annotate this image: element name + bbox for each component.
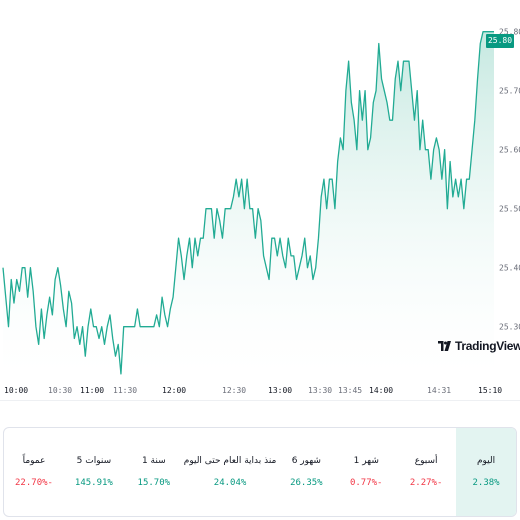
- period-label: 1 شهر: [353, 456, 379, 466]
- x-tick-label: 12:30: [222, 386, 246, 395]
- x-tick-label: 10:00: [4, 386, 28, 395]
- period-label: عموماً: [22, 456, 46, 466]
- price-series-line: [2, 31, 494, 375]
- price-area-fill: [3, 31, 494, 374]
- y-tick-label: 25.60: [499, 146, 520, 155]
- divider: [0, 400, 520, 401]
- period-label: اليوم: [476, 456, 496, 466]
- performance-periods: اليوم 2.38% أسبوع 2.27%- 1 شهر 0.77%- 6 شهور 26…: [3, 427, 517, 517]
- period-tab[interactable]: 1 شهر 0.77%-: [336, 428, 396, 516]
- period-tab[interactable]: عموماً 22.70%-: [4, 428, 64, 516]
- period-label: منذ بداية العام حتى اليوم: [183, 456, 277, 466]
- x-tick-label: 12:00: [162, 386, 186, 395]
- x-tick-label: 14:31: [427, 386, 451, 395]
- period-change-value: 26.35%: [290, 478, 323, 488]
- x-tick-label: 10:30: [48, 386, 72, 395]
- period-change-value: 22.70%-: [15, 478, 53, 488]
- last-price-label: 25.80: [486, 34, 514, 48]
- tradingview-logo[interactable]: TradingView: [438, 336, 520, 356]
- period-change-value: 0.77%-: [349, 478, 383, 488]
- period-change-value: 24.04%: [213, 478, 247, 488]
- period-change-value: 2.27%-: [409, 478, 443, 488]
- period-tab[interactable]: 5 سنوات 145.91%: [64, 428, 124, 516]
- period-change-value: 2.38%: [472, 478, 500, 488]
- x-tick-label: 11:00: [80, 386, 104, 395]
- price-chart[interactable]: 25.80 25.70 25.60 25.50 25.40 25.30 10:00 10:3…: [0, 0, 520, 400]
- period-label: 1 سنة: [141, 456, 166, 466]
- y-tick-label: 25.70: [499, 87, 520, 96]
- period-label: 5 سنوات: [76, 456, 112, 466]
- y-tick-label: 25.50: [499, 205, 520, 214]
- x-tick-label: 13:30: [308, 386, 332, 395]
- period-tab[interactable]: 1 سنة 15.70%: [124, 428, 184, 516]
- tradingview-logo-text: TradingView: [455, 339, 520, 353]
- period-tab[interactable]: منذ بداية العام حتى اليوم 24.04%: [184, 428, 277, 516]
- x-tick-label: 13:00: [268, 386, 292, 395]
- y-tick-label: 25.30: [499, 323, 520, 332]
- price-chart-svg[interactable]: 25.80 25.70 25.60 25.50 25.40 25.30 10:00 10:3…: [0, 0, 520, 400]
- period-tab[interactable]: اليوم 2.38%: [456, 428, 516, 516]
- x-tick-label: 15:10: [478, 386, 502, 395]
- period-label: أسبوع: [414, 456, 438, 466]
- period-tab[interactable]: 6 شهور 26.35%: [276, 428, 336, 516]
- period-tab[interactable]: أسبوع 2.27%-: [396, 428, 456, 516]
- period-change-value: 15.70%: [137, 478, 171, 488]
- period-label: 6 شهور: [291, 456, 321, 466]
- x-tick-label: 13:45: [338, 386, 362, 395]
- y-tick-label: 25.80: [499, 28, 520, 37]
- period-change-value: 145.91%: [74, 478, 113, 488]
- x-tick-label: 11:30: [113, 386, 137, 395]
- tradingview-logo-icon: [438, 341, 451, 351]
- x-tick-label: 14:00: [369, 386, 393, 395]
- y-tick-label: 25.40: [499, 264, 520, 273]
